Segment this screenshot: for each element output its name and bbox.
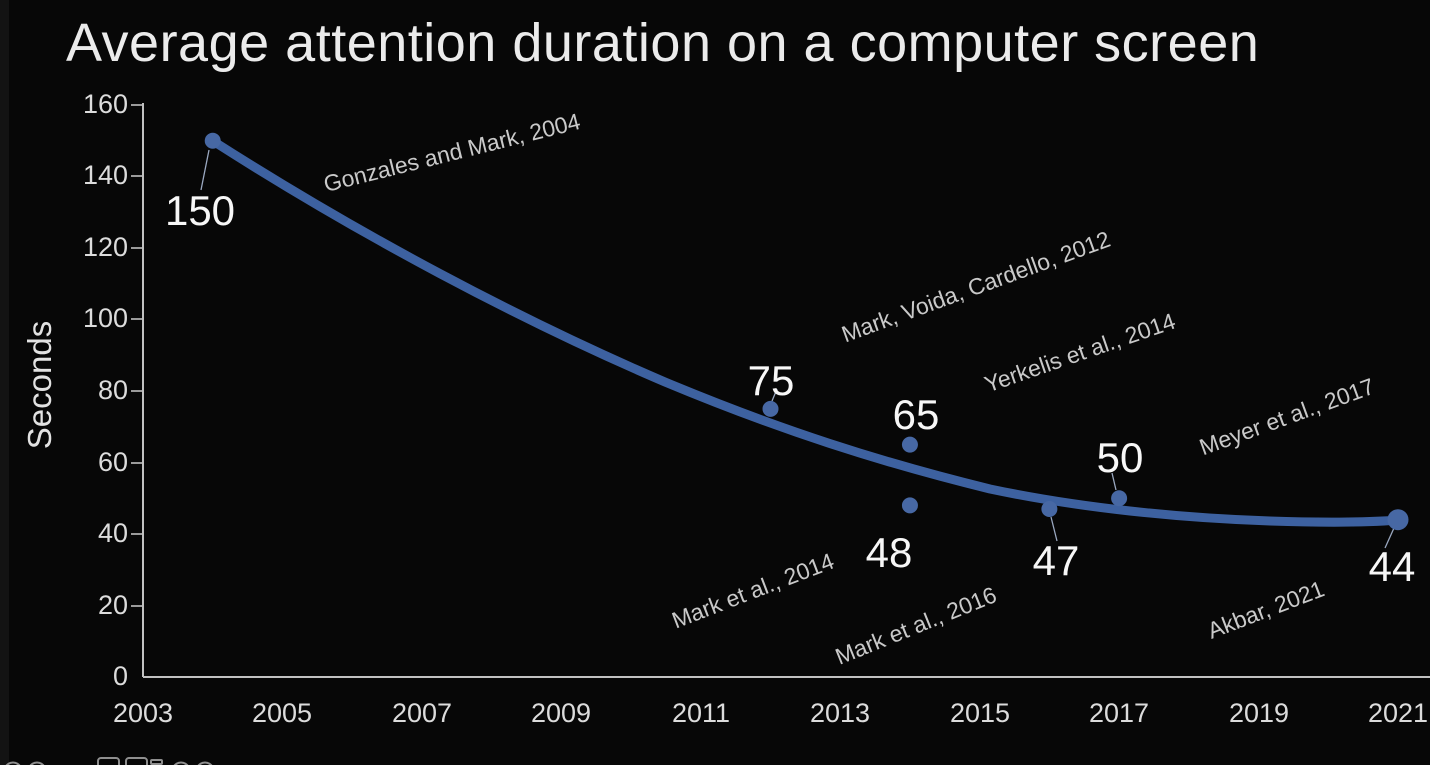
x-axis-tick-label: 2011 bbox=[671, 698, 731, 728]
data-point-2004-150s bbox=[204, 132, 221, 149]
x-axis-tick-label: 2017 bbox=[1088, 698, 1150, 728]
rect-icon[interactable] bbox=[97, 757, 120, 765]
y-axis-tick-label: 140 bbox=[82, 160, 128, 190]
y-axis-tick-label: 100 bbox=[82, 303, 128, 333]
data-point-2017-50s bbox=[1111, 490, 1128, 507]
circle-icon[interactable] bbox=[29, 761, 46, 765]
value-label-48: 48 bbox=[865, 529, 913, 576]
y-axis-tick-label: 0 bbox=[112, 661, 128, 691]
rect-icon[interactable] bbox=[125, 757, 148, 765]
data-point-2014-65s bbox=[901, 436, 918, 453]
value-label-65: 65 bbox=[892, 391, 940, 438]
x-axis-tick-label: 2015 bbox=[949, 698, 1011, 728]
x-axis-tick-label: 2013 bbox=[809, 698, 871, 728]
data-point-2016-47s bbox=[1041, 500, 1058, 517]
y-axis-tick-label: 20 bbox=[97, 590, 128, 620]
left-edge-strip bbox=[0, 0, 9, 765]
value-label-47: 47 bbox=[1032, 537, 1080, 584]
circle-icon[interactable] bbox=[197, 761, 214, 765]
data-point-2012-75s bbox=[762, 400, 779, 417]
y-axis-tick-label: 40 bbox=[97, 518, 128, 548]
value-label-150: 150 bbox=[164, 187, 236, 234]
data-point-2021-44s bbox=[1387, 509, 1409, 531]
bottom-toolbar-partial-icons[interactable] bbox=[5, 757, 214, 765]
value-label-44: 44 bbox=[1368, 543, 1416, 590]
circle-icon[interactable] bbox=[173, 761, 190, 765]
value-label-75: 75 bbox=[747, 357, 795, 404]
data-point-2014-48s bbox=[901, 497, 918, 514]
data-points bbox=[204, 132, 1409, 531]
x-axis-tick-label: 2007 bbox=[391, 698, 453, 728]
x-axis-tick-label: 2021 bbox=[1367, 698, 1429, 728]
value-label-50: 50 bbox=[1096, 434, 1144, 481]
label-leader-lines bbox=[200, 149, 1395, 549]
chart-title: Average attention duration on a computer… bbox=[66, 13, 1260, 73]
y-axis-tick-label: 120 bbox=[82, 232, 128, 262]
circle-icon[interactable] bbox=[5, 761, 22, 765]
dash-icon[interactable] bbox=[150, 759, 163, 765]
x-axis-tick-label: 2005 bbox=[251, 698, 313, 728]
y-axis-tick-label: 60 bbox=[97, 447, 128, 477]
x-axis-tick-label: 2019 bbox=[1228, 698, 1290, 728]
trendline-curve bbox=[208, 136, 1403, 527]
x-axis-tick-label: 2003 bbox=[112, 698, 174, 728]
y-axis-tick-label: 80 bbox=[97, 375, 128, 405]
y-axis-ticks bbox=[131, 104, 143, 607]
y-axis-tick-label: 160 bbox=[82, 89, 128, 119]
axes bbox=[131, 103, 1430, 678]
x-axis-tick-label: 2009 bbox=[530, 698, 592, 728]
